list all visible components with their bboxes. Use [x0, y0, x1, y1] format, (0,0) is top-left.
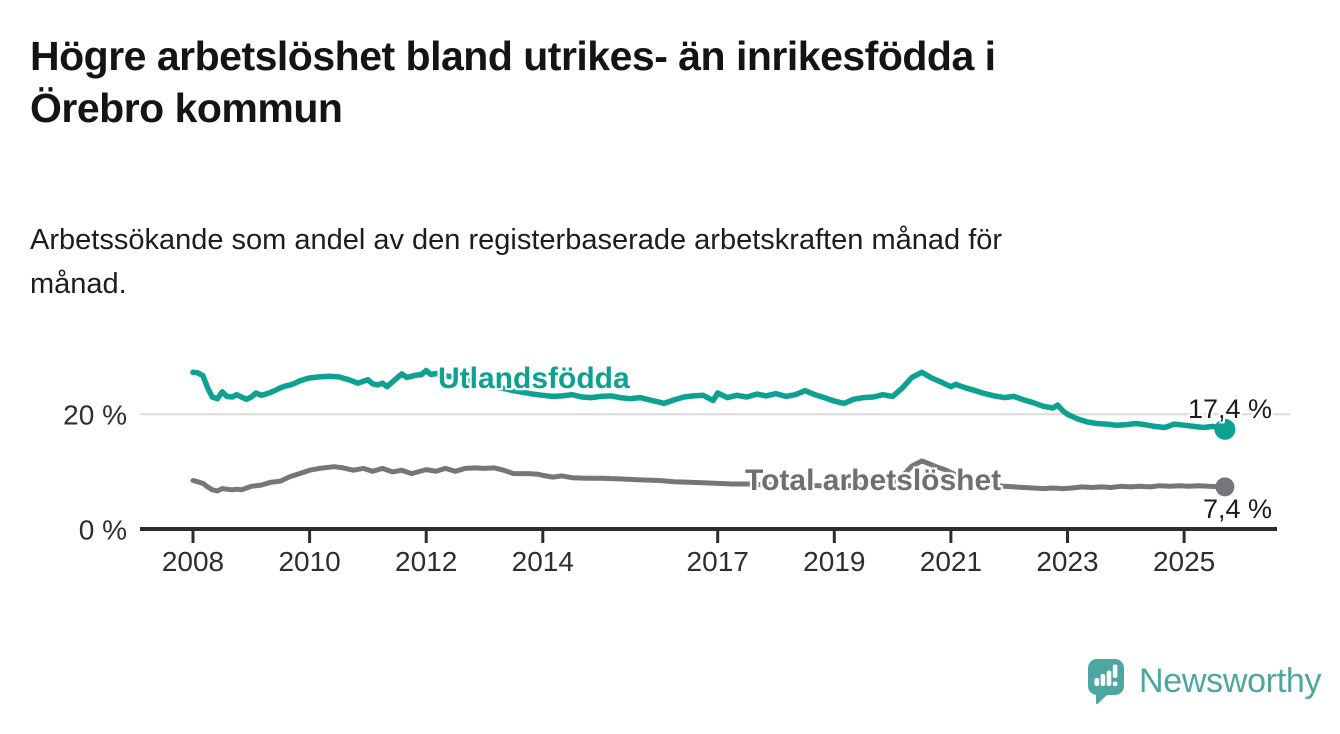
series-end-dot-utlandsf-dda	[1214, 418, 1236, 440]
x-tick-label-2008: 2008	[162, 546, 224, 577]
x-tick-label-2012: 2012	[395, 546, 457, 577]
end-value-label-utlandsfodda: 17,4 %	[1188, 394, 1273, 424]
y-tick-label-0-percent: 0 %	[79, 515, 127, 546]
chart-title: Högre arbetslöshet bland utrikes- än inr…	[30, 33, 996, 132]
newsworthy-logo: Newsworthy	[1086, 657, 1321, 706]
x-tick-label-2025: 2025	[1153, 546, 1215, 577]
series-label-utlandsfodda: Utlandsfödda	[438, 362, 630, 395]
x-tick-label-2014: 2014	[512, 546, 574, 577]
x-tick-label-2023: 2023	[1036, 546, 1098, 577]
x-tick-label-2021: 2021	[920, 546, 982, 577]
bar-chart-speech-bubble-icon	[1088, 659, 1124, 705]
x-tick-label-2019: 2019	[803, 546, 865, 577]
end-value-label-total-arbetsloshet: 7,4 %	[1203, 494, 1273, 524]
newsworthy-logo-text: Newsworthy	[1139, 662, 1322, 700]
series-label-total-arbetsloshet: Total arbetslöshet	[745, 464, 1002, 497]
series-line-total-arbetsl-shet	[190, 458, 1228, 494]
chart-subtitle: Arbetssökande som andel av den registerb…	[30, 224, 1003, 300]
y-tick-label-20-percent: 20 %	[63, 399, 127, 430]
series-end-dot-total-arbetsl-shet	[1215, 477, 1235, 497]
x-tick-label-2017: 2017	[687, 546, 749, 577]
x-tick-label-2010: 2010	[278, 546, 340, 577]
series-line-utlandsf-dda	[190, 367, 1228, 433]
